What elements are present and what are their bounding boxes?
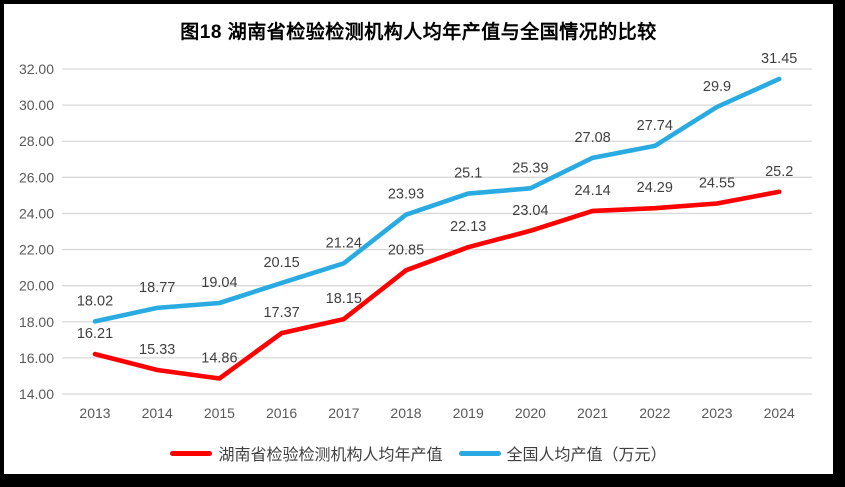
- y-tick-label: 22.00: [19, 242, 54, 258]
- data-label: 15.33: [139, 342, 175, 358]
- legend-swatch-hunan-icon: [170, 450, 213, 456]
- legend-label-hunan: 湖南省检验检测机构人均年产值: [218, 447, 443, 464]
- x-tick-label: 2013: [79, 405, 110, 421]
- data-label: 31.45: [761, 51, 797, 67]
- x-tick-label: 2022: [639, 405, 670, 421]
- y-tick-label: 24.00: [19, 205, 54, 221]
- data-label: 20.15: [263, 255, 299, 271]
- y-tick-label: 14.00: [19, 386, 54, 402]
- x-tick-label: 2021: [577, 405, 608, 421]
- chart-title: 图18 湖南省检验检测机构人均年产值与全国情况的比较: [180, 22, 657, 43]
- data-label: 25.2: [765, 164, 793, 180]
- data-label: 21.24: [326, 235, 362, 251]
- series-line-1: [92, 76, 782, 324]
- x-tick-label: 2020: [515, 405, 546, 421]
- data-label: 25.1: [454, 166, 482, 182]
- legend: 湖南省检验检测机构人均年产值 全国人均产值（万元）: [4, 441, 833, 465]
- x-tick-label: 2016: [266, 405, 297, 421]
- data-label: 19.04: [201, 275, 237, 291]
- x-tick-label: 2015: [204, 405, 235, 421]
- series-line-0: [92, 189, 782, 381]
- legend-swatch-national-icon: [458, 450, 501, 456]
- legend-label-national: 全国人均产值（万元）: [506, 447, 667, 464]
- y-tick-label: 18.00: [19, 314, 54, 330]
- y-tick-label: 32.00: [19, 61, 54, 77]
- x-tick-label: 2023: [701, 405, 732, 421]
- data-label: 18.02: [77, 293, 113, 309]
- data-label: 20.85: [388, 242, 424, 258]
- y-tick-label: 30.00: [19, 97, 54, 113]
- data-label: 24.14: [574, 183, 610, 199]
- line-chart: 32.00 30.00 28.00 26.00 24.00 22.00 20.00 18.00…: [19, 51, 812, 421]
- data-label: 27.08: [574, 130, 610, 146]
- x-tick-label: 2017: [328, 405, 359, 421]
- y-tick-label: 16.00: [19, 350, 54, 366]
- x-tick-label: 2014: [142, 405, 173, 421]
- data-label: 25.39: [512, 160, 548, 176]
- data-label: 23.93: [388, 187, 424, 203]
- y-tick-label: 28.00: [19, 133, 54, 149]
- data-label: 24.55: [699, 176, 735, 192]
- data-label: 17.37: [263, 305, 299, 321]
- legend-item-national: 全国人均产值（万元）: [458, 441, 667, 465]
- data-label: 22.13: [450, 219, 486, 235]
- data-label: 23.04: [512, 203, 548, 219]
- data-label: 18.77: [139, 280, 175, 296]
- data-label: 14.86: [201, 350, 237, 366]
- y-tick-label: 20.00: [19, 278, 54, 294]
- legend-item-hunan: 湖南省检验检测机构人均年产值: [170, 441, 443, 465]
- data-label: 18.15: [326, 291, 362, 307]
- x-tick-label: 2018: [390, 405, 421, 421]
- data-label: 27.74: [637, 118, 673, 134]
- x-tick-label: 2019: [453, 405, 484, 421]
- data-label: 24.29: [637, 180, 673, 196]
- data-label: 16.21: [77, 326, 113, 342]
- data-label: 29.9: [703, 79, 731, 95]
- y-tick-label: 26.00: [19, 169, 54, 185]
- x-tick-label: 2024: [764, 405, 795, 421]
